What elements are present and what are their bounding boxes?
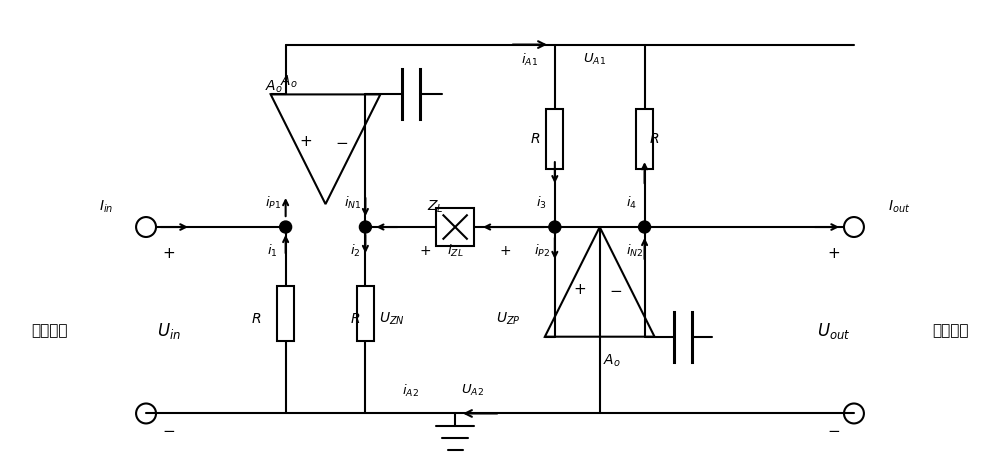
Text: $+$: $+$	[162, 247, 176, 261]
Text: $I_{out}$: $I_{out}$	[888, 199, 910, 215]
Text: $i_{ZL}$: $i_{ZL}$	[447, 243, 463, 259]
Text: $+$: $+$	[573, 282, 586, 297]
Text: $+$: $+$	[827, 247, 841, 261]
Text: $U_{ZP}$: $U_{ZP}$	[496, 310, 520, 327]
Text: $i_{P1}$: $i_{P1}$	[265, 195, 281, 211]
Circle shape	[639, 221, 651, 233]
Text: $i_{P2}$: $i_{P2}$	[534, 243, 550, 259]
Text: $A_o$: $A_o$	[265, 78, 283, 95]
Text: $U_{A2}$: $U_{A2}$	[461, 383, 484, 398]
Bar	[546, 109, 563, 169]
Text: $-$: $-$	[827, 424, 841, 438]
Text: $i_4$: $i_4$	[626, 195, 637, 211]
Text: $-$: $-$	[609, 282, 622, 297]
Bar	[436, 208, 474, 246]
Text: $Z_L$: $Z_L$	[427, 199, 444, 215]
Text: $U_{ZN}$: $U_{ZN}$	[379, 310, 405, 327]
Text: $+$: $+$	[419, 244, 431, 258]
Text: $R$: $R$	[649, 132, 660, 146]
Text: $i_3$: $i_3$	[536, 195, 547, 211]
Text: $U_{in}$: $U_{in}$	[157, 321, 181, 340]
Text: $U_{out}$: $U_{out}$	[817, 321, 851, 340]
Bar	[277, 287, 294, 341]
Circle shape	[549, 221, 561, 233]
Text: $R$: $R$	[350, 312, 361, 326]
Circle shape	[359, 221, 371, 233]
Text: $-$: $-$	[335, 134, 348, 149]
Text: $-$: $-$	[162, 424, 176, 438]
Text: $A_o$: $A_o$	[280, 73, 297, 90]
Bar	[636, 109, 653, 169]
Text: $U_{A1}$: $U_{A1}$	[583, 52, 606, 67]
Text: $+$: $+$	[499, 244, 511, 258]
Text: 输入端口: 输入端口	[31, 324, 68, 338]
Text: $i_2$: $i_2$	[350, 243, 361, 259]
Text: $i_{A2}$: $i_{A2}$	[402, 383, 419, 399]
Text: $I_{in}$: $I_{in}$	[99, 199, 113, 215]
Text: $i_{N2}$: $i_{N2}$	[626, 243, 643, 259]
Text: $i_1$: $i_1$	[267, 243, 278, 259]
Circle shape	[280, 221, 292, 233]
Text: $A_o$: $A_o$	[603, 352, 621, 369]
Bar	[357, 287, 374, 341]
Text: 输出端口: 输出端口	[932, 324, 969, 338]
Text: $i_{A1}$: $i_{A1}$	[521, 52, 538, 68]
Text: $R$: $R$	[251, 312, 261, 326]
Text: $i_{N1}$: $i_{N1}$	[344, 195, 361, 211]
Text: $R$: $R$	[530, 132, 540, 146]
Text: $+$: $+$	[299, 134, 312, 149]
